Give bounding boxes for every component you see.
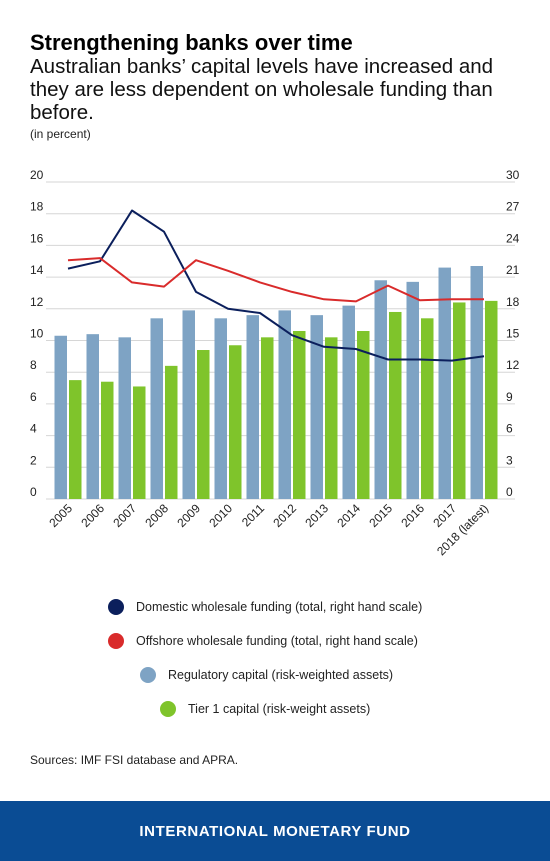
right-tick-label: 24: [506, 231, 520, 245]
bar-tier1-capital: [453, 302, 466, 499]
x-tick-label: 2009: [174, 501, 203, 530]
x-tick-label: 2007: [110, 501, 139, 530]
footer-brand: INTERNATIONAL MONETARY FUND: [139, 822, 411, 840]
right-tick-label: 21: [506, 263, 520, 277]
legend-item-regulatory-capital: Regulatory capital (risk-weighted assets…: [140, 665, 393, 685]
left-tick-label: 14: [30, 263, 44, 277]
chart-subtitle: Australian banks’ capital levels have in…: [30, 55, 494, 124]
x-tick-label: 2016: [398, 501, 427, 530]
bar-tier1-capital: [229, 345, 242, 499]
legend-label: Regulatory capital (risk-weighted assets…: [168, 668, 394, 682]
bar-regulatory-capital: [54, 335, 67, 499]
bar-regulatory-capital: [86, 334, 99, 499]
bar-tier1-capital: [69, 380, 82, 499]
bar-regulatory-capital: [438, 267, 451, 499]
bar-tier1-capital: [485, 300, 498, 499]
line-offshore-wholesale-funding: [67, 257, 484, 303]
right-tick-label: 30: [506, 170, 520, 182]
bar-regulatory-capital: [406, 281, 419, 499]
bar-tier1-capital: [325, 337, 338, 499]
bar-regulatory-capital: [150, 318, 163, 499]
left-tick-label: 12: [30, 295, 44, 309]
bar-regulatory-capital: [118, 337, 131, 499]
x-tick-label: 2010: [206, 501, 235, 530]
bar-regulatory-capital: [374, 280, 387, 499]
bar-tier1-capital: [197, 350, 210, 499]
right-tick-label: 0: [506, 485, 513, 499]
legend-item-domestic-wholesale: Domestic wholesale funding (total, right…: [108, 597, 422, 617]
right-tick-label: 9: [506, 390, 513, 404]
x-tick-label: 2012: [270, 501, 299, 530]
legend-label: Offshore wholesale funding (total, right…: [136, 634, 418, 648]
left-tick-label: 20: [30, 170, 44, 182]
bar-tier1-capital: [261, 337, 274, 499]
bar-regulatory-capital: [278, 310, 291, 499]
bar-tier1-capital: [293, 330, 306, 499]
left-tick-label: 2: [30, 453, 37, 467]
bar-regulatory-capital: [246, 315, 259, 499]
line-domestic-wholesale-funding: [67, 209, 485, 362]
left-tick-label: 18: [30, 200, 44, 214]
right-tick-label: 15: [506, 327, 520, 341]
right-tick-label: 27: [506, 200, 520, 214]
x-tick-label: 2006: [78, 501, 107, 530]
right-tick-label: 3: [506, 453, 513, 467]
bar-tier1-capital: [421, 318, 434, 499]
legend-marker-icon: [108, 599, 124, 615]
bar-tier1-capital: [165, 365, 178, 499]
right-tick-label: 6: [506, 422, 513, 436]
bar-tier1-capital: [389, 311, 402, 499]
bar-tier1-capital: [357, 330, 370, 499]
chart-title: Strengthening banks over time: [30, 30, 353, 55]
x-tick-label: 2013: [302, 501, 331, 530]
sources-note: Sources: IMF FSI database and APRA.: [30, 753, 239, 767]
left-tick-label: 6: [30, 390, 37, 404]
bar-tier1-capital: [101, 381, 114, 499]
x-tick-label: 2005: [46, 501, 75, 530]
x-tick-label: 2008: [142, 501, 171, 530]
left-tick-label: 0: [30, 485, 37, 499]
footer-banner: INTERNATIONAL MONETARY FUND: [0, 801, 550, 861]
x-tick-label: 2017: [430, 501, 459, 530]
left-tick-label: 16: [30, 231, 44, 245]
left-tick-label: 8: [30, 358, 37, 372]
bar-regulatory-capital: [342, 305, 355, 499]
bar-regulatory-capital: [310, 315, 323, 499]
legend-item-tier1-capital: Tier 1 capital (risk-weight assets): [160, 699, 370, 719]
line-layer: [67, 209, 485, 362]
x-tick-label: 2015: [366, 501, 395, 530]
bar-regulatory-capital: [214, 318, 227, 499]
legend-marker-icon: [160, 701, 176, 717]
left-tick-label: 4: [30, 422, 37, 436]
bar-regulatory-capital: [470, 266, 483, 499]
legend-marker-icon: [108, 633, 124, 649]
bar-regulatory-capital: [182, 310, 195, 499]
left-tick-label: 10: [30, 327, 44, 341]
right-tick-label: 12: [506, 358, 520, 372]
legend-marker-icon: [140, 667, 156, 683]
right-tick-label: 18: [506, 295, 520, 309]
legend-label: Domestic wholesale funding (total, right…: [136, 600, 423, 614]
bar-tier1-capital: [133, 386, 146, 499]
x-tick-label: 2014: [334, 501, 363, 530]
legend-item-offshore-wholesale: Offshore wholesale funding (total, right…: [108, 631, 418, 651]
unit-note: (in percent): [30, 127, 91, 141]
x-tick-label: 2011: [239, 501, 267, 529]
legend-label: Tier 1 capital (risk-weight assets): [188, 702, 371, 716]
